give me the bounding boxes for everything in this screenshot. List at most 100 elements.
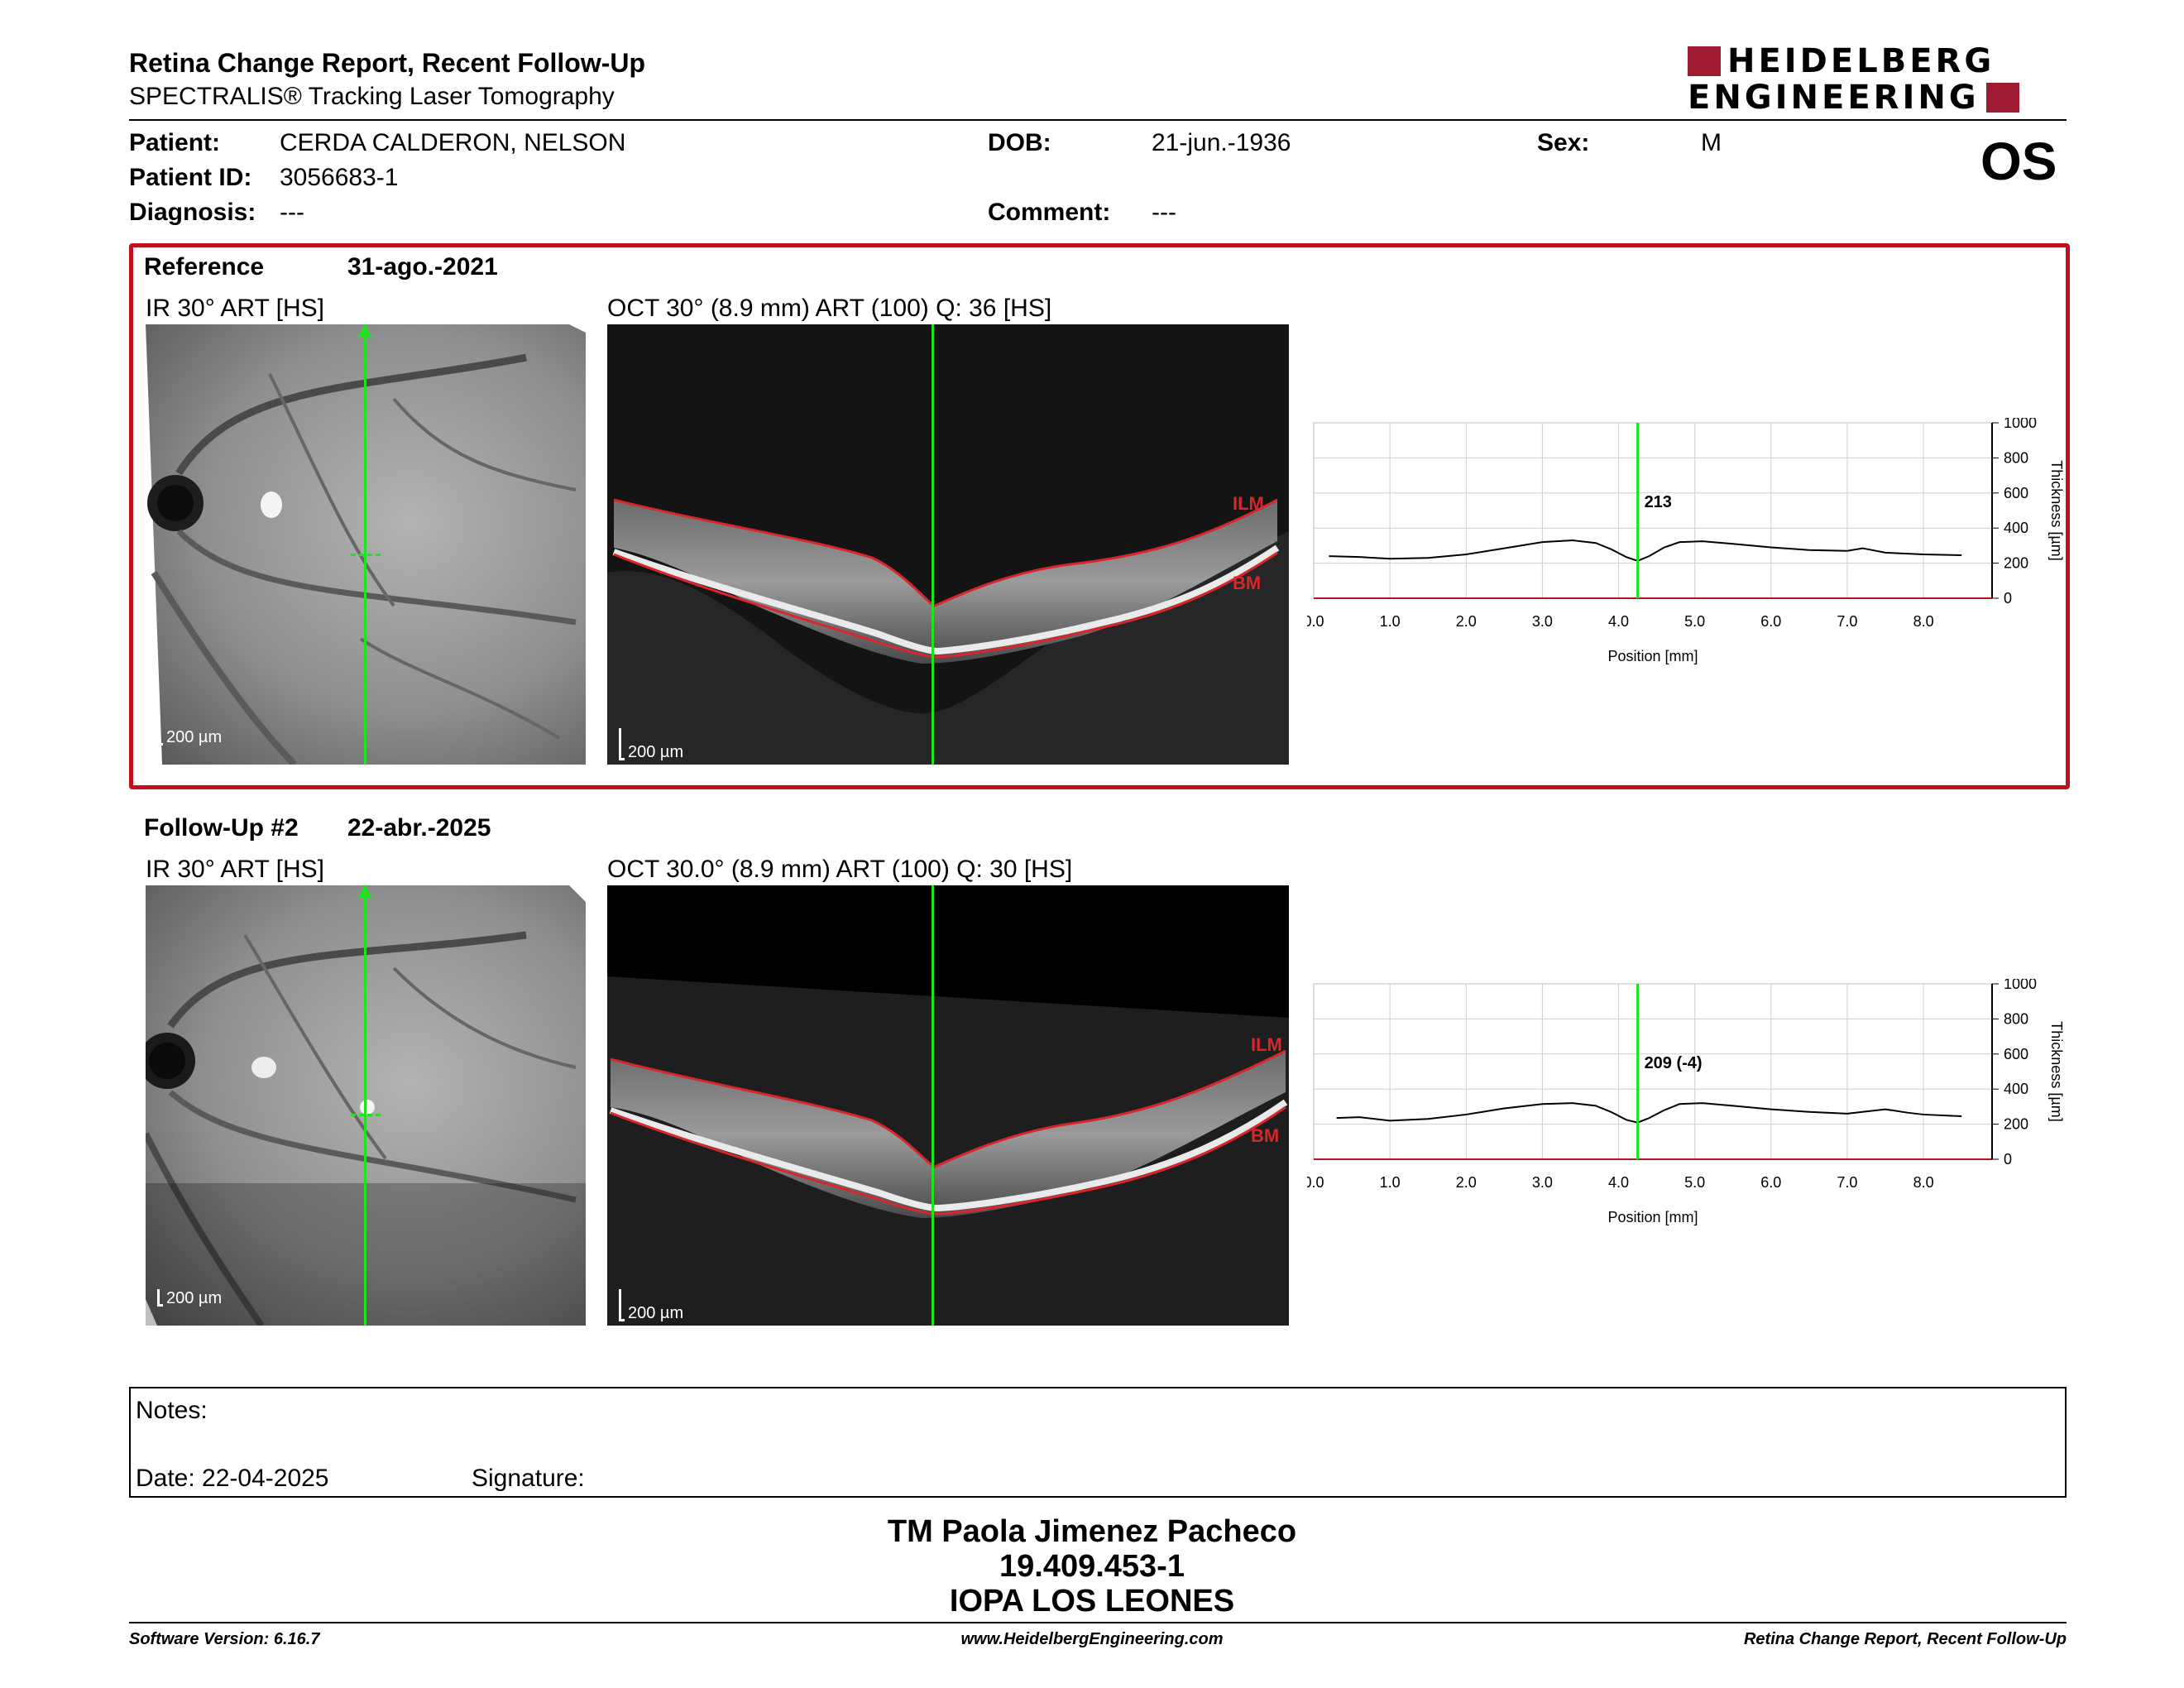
followup-ir-image: 200 µm <box>146 885 586 1326</box>
scan-direction-arrow-icon <box>357 324 372 338</box>
bm-label: BM <box>1233 573 1262 593</box>
patient-id: 3056683-1 <box>280 164 399 191</box>
x-axis-label: Position [mm] <box>1607 1209 1698 1225</box>
reference-frame <box>129 243 2070 789</box>
followup-oct-image: ILM BM 200 µm <box>607 885 1289 1326</box>
notes-date: Date: 22-04-2025 <box>136 1465 329 1492</box>
y-tick-label: 400 <box>2004 520 2028 536</box>
y-tick-label: 800 <box>2004 449 2028 466</box>
report-subtitle: SPECTRALIS® Tracking Laser Tomography <box>129 83 615 110</box>
y-tick-label: 200 <box>2004 555 2028 572</box>
logo-engineering: ENGINEERING <box>1688 81 2019 114</box>
dob-label: DOB: <box>988 129 1051 156</box>
scan-direction-arrow-icon <box>357 885 372 899</box>
thickness-value-label: 213 <box>1645 493 1672 511</box>
scale-bar: 200 µm <box>619 728 683 762</box>
reference-label: Reference <box>144 253 265 281</box>
fovea-marker <box>351 1114 381 1116</box>
y-tick-label: 0 <box>2004 590 2012 607</box>
followup-label: Follow-Up #2 <box>144 814 299 842</box>
report-title: Retina Change Report, Recent Follow-Up <box>129 48 646 78</box>
signer-org: IOPA LOS LEONES <box>949 1584 1235 1618</box>
scan-line <box>364 324 366 765</box>
footer-divider <box>129 1622 2067 1623</box>
reference-ir-image: 200 µm <box>146 324 586 765</box>
reference-oct-image: ILM BM 200 µm <box>607 324 1289 765</box>
thickness-value-label: 209 (-4) <box>1645 1054 1703 1072</box>
scan-line <box>364 885 366 1326</box>
scale-bar: 200 µm <box>157 728 222 747</box>
x-axis-label: Position [mm] <box>1607 648 1698 664</box>
scale-bar: 200 µm <box>619 1289 683 1323</box>
x-tick-label: 6.0 <box>1760 613 1781 630</box>
notes-label: Notes: <box>136 1397 208 1424</box>
x-tick-label: 8.0 <box>1913 613 1934 630</box>
x-tick-label: 0.0 <box>1307 613 1324 630</box>
followup-date: 22-abr.-2025 <box>347 814 491 842</box>
y-axis-label: Thickness [µm] <box>2048 460 2065 560</box>
followup-ir-title: IR 30° ART [HS] <box>146 856 324 883</box>
x-tick-label: 6.0 <box>1760 1174 1781 1191</box>
sex-value: M <box>1701 129 1722 156</box>
scan-cursor-line <box>932 324 934 765</box>
comment-label: Comment: <box>988 199 1111 226</box>
x-tick-label: 4.0 <box>1608 1174 1629 1191</box>
x-tick-label: 8.0 <box>1913 1174 1934 1191</box>
x-tick-label: 5.0 <box>1684 613 1705 630</box>
patient-name: CERDA CALDERON, NELSON <box>280 129 626 156</box>
diagnosis-label: Diagnosis: <box>129 199 256 226</box>
bm-label: BM <box>1251 1125 1280 1146</box>
patient-label: Patient: <box>129 129 221 156</box>
y-tick-label: 600 <box>2004 485 2028 501</box>
y-tick-label: 0 <box>2004 1151 2012 1168</box>
thickness-series-line <box>1336 1102 1962 1124</box>
x-tick-label: 3.0 <box>1532 1174 1553 1191</box>
x-tick-label: 7.0 <box>1837 1174 1857 1191</box>
notes-box[interactable] <box>129 1387 2067 1498</box>
x-tick-label: 7.0 <box>1837 613 1857 630</box>
x-tick-label: 0.0 <box>1307 1174 1324 1191</box>
footer-report-name: Retina Change Report, Recent Follow-Up <box>1743 1630 2067 1648</box>
y-tick-label: 1000 <box>2004 979 2037 992</box>
reference-oct-title: OCT 30° (8.9 mm) ART (100) Q: 36 [HS] <box>607 295 1052 322</box>
x-tick-label: 1.0 <box>1380 613 1401 630</box>
scale-bar: 200 µm <box>157 1289 222 1308</box>
y-axis-label: Thickness [µm] <box>2048 1021 2065 1121</box>
reference-ir-title: IR 30° ART [HS] <box>146 295 324 322</box>
fovea-marker <box>351 554 381 556</box>
patient-id-label: Patient ID: <box>129 164 252 191</box>
x-tick-label: 4.0 <box>1608 613 1629 630</box>
signature-label: Signature: <box>472 1465 585 1492</box>
x-tick-label: 3.0 <box>1532 613 1553 630</box>
header-divider <box>129 119 2067 121</box>
x-tick-label: 2.0 <box>1456 613 1477 630</box>
followup-thickness-chart: 0.0 1.0 2.0 3.0 4.0 5.0 6.0 7.0 8.0 0 200 400 600 800… <box>1303 976 2068 1244</box>
thickness-series-line <box>1329 539 1962 562</box>
diagnosis-value: --- <box>280 199 304 226</box>
x-tick-label: 5.0 <box>1684 1174 1705 1191</box>
x-tick-label: 2.0 <box>1456 1174 1477 1191</box>
reference-date: 31-ago.-2021 <box>347 253 498 281</box>
y-tick-label: 1000 <box>2004 418 2037 431</box>
eye-indicator: OS <box>1980 132 2057 191</box>
reference-thickness-chart: 0.0 1.0 2.0 3.0 4.0 5.0 6.0 7.0 8.0 0 200 400 600 800… <box>1303 415 2068 683</box>
signer-id: 19.409.453-1 <box>999 1549 1185 1584</box>
footer-url[interactable]: www.HeidelbergEngineering.com <box>960 1630 1224 1648</box>
followup-oct-title: OCT 30.0° (8.9 mm) ART (100) Q: 30 [HS] <box>607 856 1073 883</box>
ilm-label: ILM <box>1233 493 1264 514</box>
y-tick-label: 200 <box>2004 1116 2028 1133</box>
software-version: Software Version: 6.16.7 <box>129 1630 320 1648</box>
y-tick-label: 600 <box>2004 1046 2028 1062</box>
y-tick-label: 800 <box>2004 1010 2028 1027</box>
reference-thickness-plot: 0.0 1.0 2.0 3.0 4.0 5.0 6.0 7.0 8.0 0 200 400 600 800… <box>1303 415 2065 664</box>
logo-heidelberg: HEIDELBERG <box>1688 45 1995 78</box>
followup-thickness-plot: 0.0 1.0 2.0 3.0 4.0 5.0 6.0 7.0 8.0 0 200 400 600 800… <box>1303 976 2065 1225</box>
sex-label: Sex: <box>1537 129 1590 156</box>
scan-cursor-line <box>932 885 934 1326</box>
logo-square-icon <box>1688 46 1721 76</box>
y-tick-label: 400 <box>2004 1081 2028 1097</box>
dob-value: 21-jun.-1936 <box>1152 129 1291 156</box>
x-tick-label: 1.0 <box>1380 1174 1401 1191</box>
signer-name: TM Paola Jimenez Pacheco <box>887 1514 1297 1549</box>
logo-square-icon <box>1985 83 2019 113</box>
